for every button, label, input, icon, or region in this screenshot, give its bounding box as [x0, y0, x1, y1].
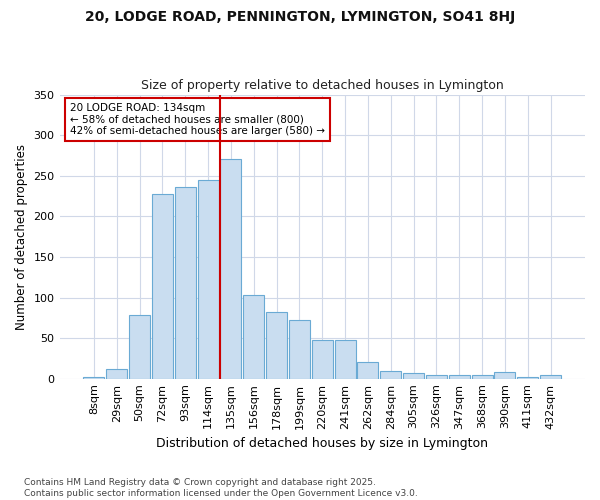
Bar [403, 373, 424, 378]
Bar [540, 374, 561, 378]
Bar [494, 372, 515, 378]
Bar [83, 377, 104, 378]
Bar [426, 374, 447, 378]
Bar [335, 340, 356, 378]
Bar [289, 320, 310, 378]
Bar [472, 376, 493, 378]
Bar [243, 295, 264, 378]
Bar [266, 312, 287, 378]
Bar [129, 316, 150, 378]
Text: 20, LODGE ROAD, PENNINGTON, LYMINGTON, SO41 8HJ: 20, LODGE ROAD, PENNINGTON, LYMINGTON, S… [85, 10, 515, 24]
Bar [106, 369, 127, 378]
Title: Size of property relative to detached houses in Lymington: Size of property relative to detached ho… [141, 79, 503, 92]
Bar [175, 187, 196, 378]
Bar [449, 374, 470, 378]
Text: Contains HM Land Registry data © Crown copyright and database right 2025.
Contai: Contains HM Land Registry data © Crown c… [24, 478, 418, 498]
Y-axis label: Number of detached properties: Number of detached properties [15, 144, 28, 330]
Bar [312, 340, 333, 378]
Bar [220, 160, 241, 378]
Bar [517, 377, 538, 378]
Bar [380, 370, 401, 378]
Bar [152, 194, 173, 378]
Text: 20 LODGE ROAD: 134sqm
← 58% of detached houses are smaller (800)
42% of semi-det: 20 LODGE ROAD: 134sqm ← 58% of detached … [70, 103, 325, 136]
X-axis label: Distribution of detached houses by size in Lymington: Distribution of detached houses by size … [156, 437, 488, 450]
Bar [197, 180, 218, 378]
Bar [358, 362, 379, 378]
